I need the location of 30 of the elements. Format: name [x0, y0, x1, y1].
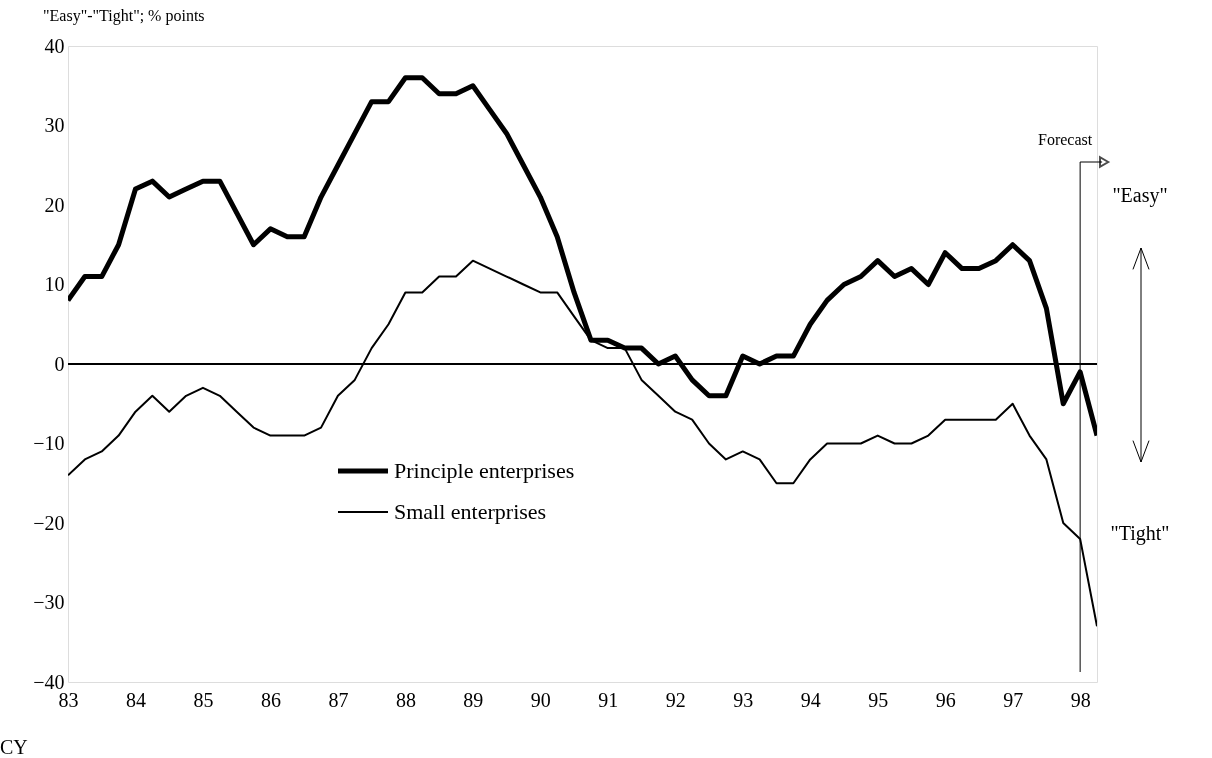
y-tick-label: 20 [44, 193, 65, 216]
y-tick-label: −20 [33, 511, 65, 534]
x-tick-label: 98 [1070, 688, 1091, 711]
x-tick-label: 95 [868, 688, 889, 711]
text: "Tight" [1110, 522, 1170, 545]
y-tick-label: −10 [33, 432, 65, 454]
text: "Easy" [1112, 184, 1168, 207]
y-axis-title: "Easy"-"Tight"; % points [43, 7, 205, 25]
y-tick-label: 30 [44, 114, 65, 136]
x-tick-label: 93 [733, 688, 754, 711]
x-tick-label: 88 [395, 688, 416, 711]
x-tick-label: 96 [935, 688, 956, 711]
x-tick-label: 86 [260, 688, 281, 711]
y-tick-label: 0 [54, 352, 65, 375]
x-tick-label: 87 [328, 688, 349, 711]
x-tick-label: 91 [598, 688, 619, 711]
y-tick-label: 10 [44, 273, 65, 295]
y-tick-label: 40 [44, 34, 65, 57]
legend-label: Small enterprises [394, 499, 547, 524]
x-tick-label: 89 [463, 688, 484, 711]
x-tick-label: 84 [125, 688, 146, 711]
x-tick-label: 94 [800, 688, 821, 711]
ref-line-label: Forecast [1038, 131, 1093, 148]
y-tick-label: −30 [33, 591, 65, 613]
legend-label: Principle enterprises [394, 458, 575, 483]
x-axis-title: CY [0, 736, 28, 758]
x-tick-label: 92 [665, 688, 686, 711]
x-tick-label: 97 [1003, 688, 1024, 711]
x-tick-label: 85 [193, 688, 214, 711]
x-tick-label: 90 [530, 688, 551, 711]
